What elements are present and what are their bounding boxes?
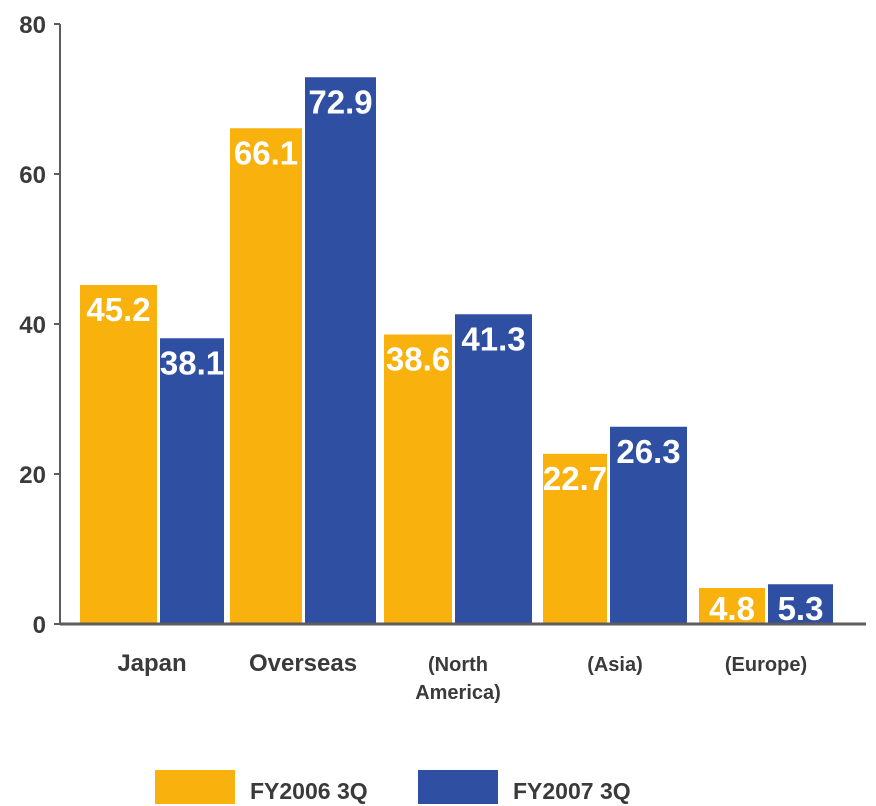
category-label: (Asia) [587,654,643,676]
data-label: 22.7 [543,460,607,497]
y-tick-label: 40 [19,312,46,339]
y-tick-label: 20 [19,462,46,489]
bar-fy2006 [80,285,157,624]
bar-fy2007 [768,584,833,624]
bar-fy2006 [543,453,607,624]
data-label: 66.1 [234,134,298,171]
y-tick-label: 60 [19,162,46,189]
bar-fy2006 [230,128,302,624]
legend-swatch-fy2006 [155,770,235,804]
legend: FY2006 3Q FY2007 3Q [155,770,631,804]
bar-fy2006 [699,588,765,624]
data-label: 38.6 [386,341,450,378]
legend-label-fy2007: FY2007 3Q [513,778,631,804]
data-label: 26.3 [616,433,680,470]
y-tick-label: 80 [19,12,46,39]
y-tick-label: 0 [33,612,46,639]
bar-fy2006 [384,334,452,624]
data-label: 4.8 [709,590,755,627]
category-label: (North [428,654,488,676]
bar-fy2007 [305,77,376,624]
data-label: 45.2 [86,291,150,328]
data-label: 72.9 [308,83,372,120]
y-axis: 0 20 40 60 80 [19,12,61,639]
bar-fy2007 [455,314,532,624]
data-label: 41.3 [461,320,525,357]
x-axis-labels: Japan Overseas (North America) (Asia) (Europe… [117,650,807,704]
category-label: Overseas [249,650,357,677]
bar-fy2007 [160,338,224,624]
bar-fy2007 [610,426,687,624]
legend-label-fy2006: FY2006 3Q [250,778,368,804]
legend-swatch-fy2007 [418,770,498,804]
category-label: America) [415,682,501,704]
data-label: 38.1 [160,344,224,381]
category-label: (Europe) [725,654,807,676]
bars: 45.2 66.1 38.6 22.7 4.8 38.1 72.9 41.3 26.3 5.3 [80,77,833,627]
category-label: Japan [117,650,186,677]
data-label: 5.3 [778,590,824,627]
